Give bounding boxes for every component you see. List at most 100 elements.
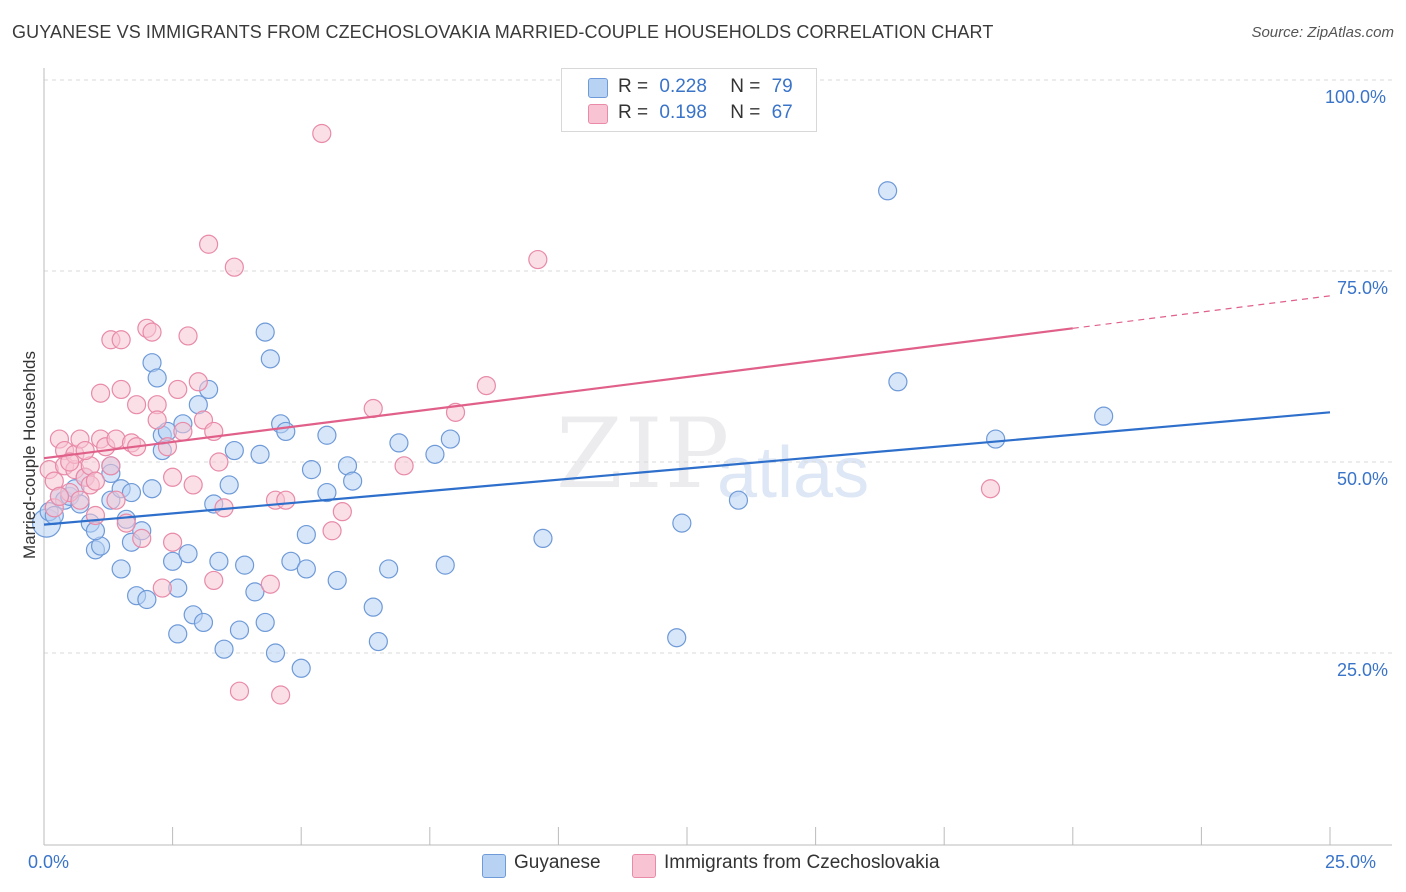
- point-guyanese: [245, 582, 265, 602]
- point-czech: [70, 490, 90, 510]
- point-guyanese: [178, 544, 198, 564]
- point-guyanese: [435, 555, 455, 575]
- chart-title: GUYANESE VS IMMIGRANTS FROM CZECHOSLOVAK…: [12, 22, 994, 42]
- point-czech: [980, 479, 1001, 499]
- y-tick-100: 100.0%: [1325, 87, 1387, 107]
- point-czech: [152, 578, 172, 598]
- point-czech: [528, 249, 548, 270]
- legend-r-value: 0.198: [659, 102, 707, 123]
- point-czech: [224, 257, 244, 277]
- point-czech: [142, 322, 162, 342]
- trendline-czech-extension: [1072, 295, 1331, 329]
- point-czech: [163, 467, 183, 487]
- point-czech: [183, 475, 203, 495]
- point-czech: [332, 502, 352, 522]
- point-guyanese: [291, 658, 311, 678]
- point-czech: [229, 681, 250, 701]
- point-guyanese: [265, 643, 286, 663]
- point-guyanese: [209, 551, 229, 571]
- point-guyanese: [317, 482, 337, 503]
- point-czech: [126, 395, 147, 415]
- point-guyanese: [235, 555, 255, 575]
- point-czech: [157, 437, 178, 457]
- y-axis-label: Married-couple Households: [20, 351, 39, 559]
- point-guyanese: [878, 181, 898, 201]
- y-tick-25: 25.0%: [1337, 660, 1389, 680]
- point-czech: [101, 456, 121, 476]
- point-guyanese: [667, 628, 687, 648]
- point-guyanese: [888, 372, 908, 392]
- point-czech: [276, 490, 296, 510]
- y-tick-50: 50.0%: [1337, 469, 1389, 489]
- point-czech: [178, 326, 198, 346]
- point-czech: [312, 123, 332, 144]
- point-guyanese: [317, 425, 337, 445]
- point-czech: [209, 452, 229, 472]
- source-label: Source: ZipAtlas.com: [1251, 24, 1394, 41]
- legend-n-value: 67: [771, 102, 793, 123]
- point-guyanese: [301, 460, 322, 480]
- legend-r-label: R =: [618, 102, 649, 123]
- point-guyanese: [111, 559, 131, 579]
- point-czech: [163, 532, 183, 552]
- point-guyanese: [250, 444, 270, 464]
- point-guyanese: [193, 612, 214, 633]
- point-czech: [322, 521, 342, 541]
- point-guyanese: [672, 513, 692, 533]
- watermark-zip: ZIP: [556, 398, 732, 510]
- point-guyanese: [281, 551, 301, 571]
- point-guyanese: [163, 551, 183, 571]
- legend-swatch-pink: [588, 104, 608, 124]
- point-czech: [476, 376, 496, 396]
- point-czech: [85, 471, 106, 491]
- point-czech: [60, 452, 80, 472]
- stats-legend: R = 0.228 N = 79 R = 0.198 N = 67: [561, 68, 817, 132]
- point-guyanese: [214, 639, 234, 659]
- legend-n-value: 79: [771, 76, 793, 97]
- x-tick-min: 0.0%: [28, 852, 70, 872]
- point-guyanese: [224, 440, 244, 461]
- point-czech: [204, 570, 224, 591]
- point-guyanese: [121, 482, 142, 503]
- point-guyanese: [255, 322, 275, 342]
- point-guyanese: [389, 433, 409, 453]
- point-czech: [271, 685, 291, 705]
- point-guyanese: [440, 429, 460, 449]
- point-czech: [75, 440, 95, 461]
- point-czech: [132, 528, 152, 549]
- legend-n-label: N =: [730, 76, 761, 97]
- bottom-legend-swatch-blue: [482, 854, 506, 878]
- point-guyanese: [343, 471, 363, 491]
- point-guyanese: [137, 589, 157, 610]
- y-tick-75: 75.0%: [1337, 278, 1389, 298]
- point-guyanese: [296, 524, 316, 545]
- point-czech: [106, 490, 126, 510]
- point-guyanese: [533, 528, 553, 549]
- point-guyanese: [260, 349, 280, 369]
- point-guyanese: [363, 597, 383, 617]
- point-czech: [90, 383, 111, 403]
- point-guyanese: [327, 570, 347, 591]
- legend-n-label: N =: [730, 102, 761, 123]
- point-czech: [147, 410, 167, 430]
- point-czech: [111, 330, 131, 350]
- legend-r-value: 0.228: [659, 76, 707, 97]
- point-czech: [199, 234, 219, 254]
- bottom-legend-label-guyanese: Guyanese: [514, 852, 601, 873]
- trendline-czech: [43, 327, 1073, 460]
- point-guyanese: [229, 620, 250, 640]
- point-guyanese: [425, 444, 445, 464]
- trendline-guyanese: [43, 411, 1331, 526]
- point-czech: [168, 379, 188, 400]
- point-guyanese: [379, 559, 399, 579]
- legend-swatch-blue: [588, 78, 608, 98]
- point-czech: [173, 421, 193, 442]
- point-guyanese: [1094, 406, 1114, 426]
- point-guyanese: [168, 624, 188, 644]
- point-guyanese: [147, 368, 167, 388]
- point-guyanese: [276, 421, 296, 442]
- point-guyanese: [986, 429, 1006, 449]
- bottom-legend-swatch-pink: [632, 854, 656, 878]
- point-czech: [394, 456, 414, 476]
